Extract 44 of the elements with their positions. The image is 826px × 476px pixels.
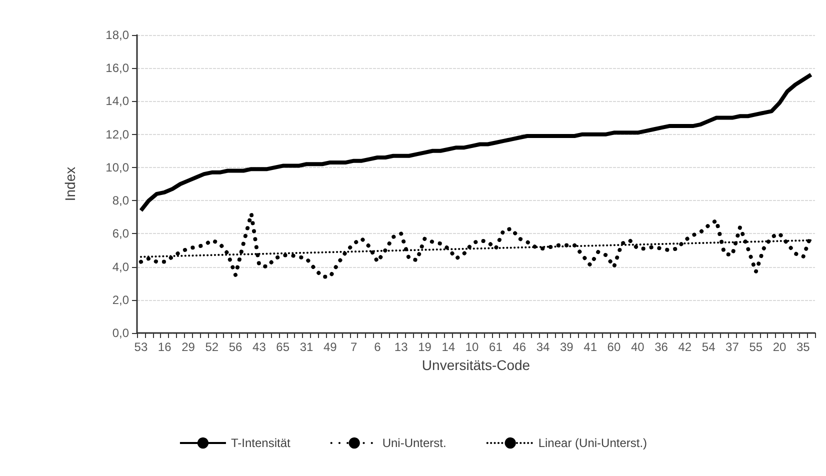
x-tick-label: 19 xyxy=(418,340,432,354)
x-tick-label: 34 xyxy=(536,340,550,354)
legend-label: T-Intensität xyxy=(230,436,291,450)
x-tick-label: 52 xyxy=(205,340,219,354)
y-tick-label: 2,0 xyxy=(112,292,130,307)
x-tick-label: 46 xyxy=(512,340,526,354)
x-tick-label: 31 xyxy=(300,340,314,354)
x-axis-title: Unversitäts-Code xyxy=(422,356,530,373)
x-tick-label: 37 xyxy=(726,340,740,354)
legend-label: Uni-Unterst. xyxy=(382,436,446,450)
y-tick-label: 0,0 xyxy=(112,326,130,340)
x-tick-label: 13 xyxy=(394,340,408,354)
x-tick-label: 60 xyxy=(607,340,621,354)
y-tick-label: 4,0 xyxy=(112,260,130,274)
y-tick-label: 18,0 xyxy=(106,28,130,42)
x-tick-label: 40 xyxy=(630,340,645,354)
x-tick-label: 36 xyxy=(654,340,668,354)
x-tick-label: 43 xyxy=(252,340,266,354)
x-tick-label: 7 xyxy=(350,340,358,354)
x-tick-label: 14 xyxy=(442,340,456,354)
x-tick-label: 56 xyxy=(228,340,243,354)
x-tick-label: 29 xyxy=(182,340,196,354)
x-tick-label: 16 xyxy=(158,340,172,354)
y-tick-label: 8,0 xyxy=(112,194,130,208)
x-tick-label: 55 xyxy=(749,340,763,354)
x-tick-label: 42 xyxy=(678,340,692,354)
y-tick-label: 10,0 xyxy=(106,160,130,174)
x-tick-label: 54 xyxy=(702,340,716,354)
y-axis-title: Index xyxy=(62,166,78,202)
x-tick-label: 65 xyxy=(276,340,290,354)
y-tick-label: 16,0 xyxy=(106,61,130,76)
x-tick-label: 41 xyxy=(584,340,598,354)
y-tick-label: 14,0 xyxy=(106,94,130,108)
x-tick-label: 20 xyxy=(772,340,787,354)
x-tick-label: 35 xyxy=(796,340,810,354)
x-tick-label: 39 xyxy=(560,340,574,354)
x-tick-label: 49 xyxy=(323,340,338,354)
x-tick-label: 53 xyxy=(134,340,148,354)
x-tick-label: 61 xyxy=(489,340,503,354)
y-tick-label: 12,0 xyxy=(106,127,130,142)
legend-label: Linear (Uni-Unterst.) xyxy=(538,436,648,450)
x-tick-label: 6 xyxy=(374,340,382,354)
y-tick-label: 6,0 xyxy=(112,226,130,241)
x-tick-label: 10 xyxy=(465,340,480,354)
